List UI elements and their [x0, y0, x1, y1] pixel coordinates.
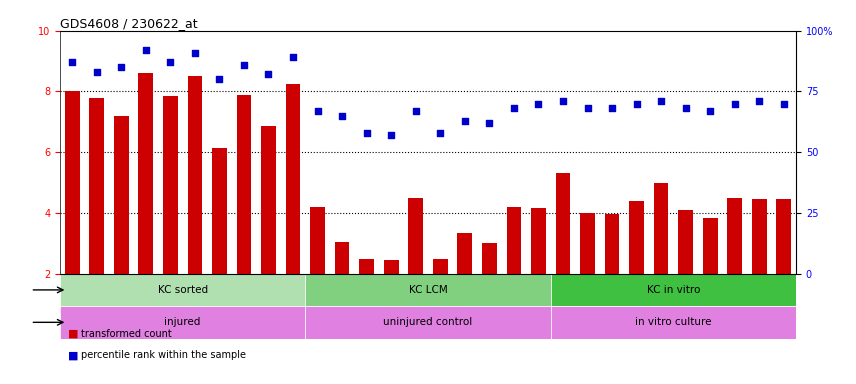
Bar	[408, 198, 423, 274]
Text: KC LCM: KC LCM	[408, 285, 448, 295]
Text: uninjured control: uninjured control	[383, 317, 473, 327]
Bar	[89, 98, 104, 274]
Point	[605, 105, 619, 111]
FancyBboxPatch shape	[550, 306, 796, 339]
Bar	[457, 233, 473, 274]
Bar	[752, 199, 767, 274]
Text: in vitro culture: in vitro culture	[635, 317, 711, 327]
Point	[556, 98, 570, 104]
Bar	[604, 215, 620, 274]
Point	[65, 59, 79, 65]
FancyBboxPatch shape	[60, 274, 306, 306]
Bar	[383, 260, 399, 274]
Point	[458, 118, 472, 124]
Bar	[261, 126, 276, 274]
Bar	[728, 198, 742, 274]
Bar	[507, 207, 521, 274]
Point	[212, 76, 226, 83]
Bar	[580, 213, 595, 274]
Bar	[482, 243, 496, 274]
Bar	[187, 76, 202, 274]
Point	[409, 108, 423, 114]
Point	[384, 132, 398, 138]
Point	[654, 98, 668, 104]
Text: ■: ■	[68, 329, 79, 339]
FancyBboxPatch shape	[306, 274, 550, 306]
Point	[360, 130, 373, 136]
Point	[433, 130, 447, 136]
FancyBboxPatch shape	[550, 274, 796, 306]
Point	[704, 108, 717, 114]
Point	[630, 101, 644, 107]
Bar	[433, 258, 448, 274]
Point	[532, 101, 545, 107]
Point	[237, 62, 251, 68]
Point	[580, 105, 594, 111]
Point	[163, 59, 177, 65]
Text: GDS4608 / 230622_at: GDS4608 / 230622_at	[60, 17, 198, 30]
Point	[311, 108, 324, 114]
FancyBboxPatch shape	[60, 306, 306, 339]
Bar	[629, 201, 644, 274]
Bar	[654, 183, 669, 274]
Text: transformed count: transformed count	[81, 329, 172, 339]
Bar	[212, 148, 227, 274]
Bar	[360, 258, 374, 274]
Point	[679, 105, 693, 111]
Point	[336, 113, 349, 119]
Point	[188, 50, 202, 56]
Point	[115, 64, 128, 70]
Point	[752, 98, 766, 104]
Bar	[678, 210, 693, 274]
Point	[286, 55, 300, 61]
Bar	[163, 96, 178, 274]
Point	[507, 105, 520, 111]
Bar	[310, 207, 325, 274]
Bar	[335, 242, 349, 274]
Point	[139, 47, 152, 53]
Point	[483, 120, 496, 126]
Bar	[286, 84, 300, 274]
Bar	[556, 174, 570, 274]
Point	[90, 69, 104, 75]
Point	[728, 101, 741, 107]
Point	[262, 71, 276, 78]
Bar	[65, 91, 80, 274]
Bar	[236, 94, 252, 274]
Bar	[776, 199, 791, 274]
Text: injured: injured	[164, 317, 201, 327]
Bar	[139, 73, 153, 274]
Text: percentile rank within the sample: percentile rank within the sample	[81, 350, 247, 360]
Text: ■: ■	[68, 350, 79, 360]
Point	[777, 101, 791, 107]
Bar	[114, 116, 128, 274]
Text: KC in vitro: KC in vitro	[646, 285, 700, 295]
FancyBboxPatch shape	[306, 306, 550, 339]
Bar	[703, 217, 717, 274]
Text: KC sorted: KC sorted	[158, 285, 208, 295]
Bar	[531, 209, 546, 274]
